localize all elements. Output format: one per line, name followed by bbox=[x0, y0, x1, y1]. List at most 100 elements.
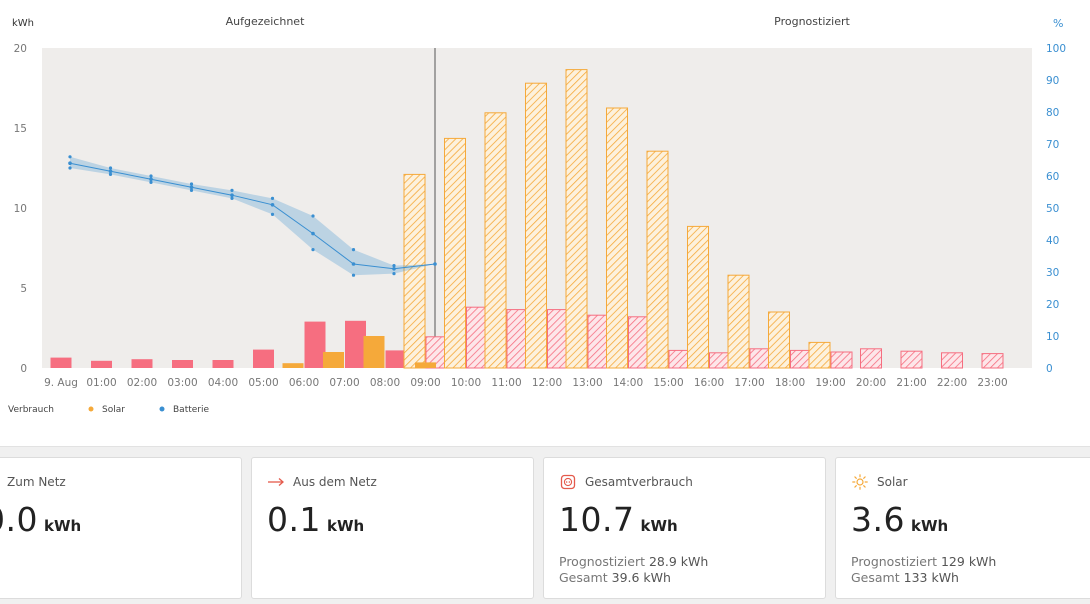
y2-tick-label: 30 bbox=[1046, 267, 1059, 279]
card-from-grid: Aus dem Netz 0.1 kWh bbox=[251, 457, 534, 599]
bar-solar-forecast bbox=[403, 173, 426, 369]
forecast-label: Prognostiziert bbox=[559, 554, 645, 569]
x-tick-label: 12:00 bbox=[532, 377, 562, 389]
x-tick-label: 20:00 bbox=[856, 377, 886, 389]
bar-consumption-forecast bbox=[860, 348, 882, 369]
bar-solar-forecast bbox=[444, 137, 466, 369]
battery-point bbox=[68, 161, 72, 165]
bar-consumption bbox=[253, 349, 274, 368]
bar-consumption bbox=[131, 359, 153, 368]
bar-series bbox=[50, 69, 1004, 369]
battery-point bbox=[230, 193, 234, 197]
card-header: Zum Netz bbox=[7, 475, 66, 489]
legend-swatch bbox=[88, 406, 94, 412]
x-tick-label: 13:00 bbox=[572, 377, 602, 389]
energy-chart: kWh % Aufgezeichnet Prognostiziert 0 5 10 1… bbox=[8, 15, 1066, 415]
x-tick-label: 23:00 bbox=[977, 377, 1007, 389]
bar-consumption-forecast bbox=[466, 306, 488, 369]
y2-tick-label: 70 bbox=[1046, 139, 1059, 151]
x-tick-label: 14:00 bbox=[613, 377, 643, 389]
bar-solar-forecast bbox=[484, 112, 507, 369]
battery-range-band bbox=[70, 156, 435, 276]
bar-consumption bbox=[91, 360, 112, 368]
bar-consumption-forecast bbox=[830, 351, 853, 369]
x-tick-label: 05:00 bbox=[248, 377, 278, 389]
x-tick-label: 19:00 bbox=[815, 377, 845, 389]
y-tick-label: 10 bbox=[14, 203, 27, 215]
battery-band-point bbox=[392, 272, 396, 276]
y-tick-label: 0 bbox=[20, 363, 27, 375]
left-axis: 0 5 10 15 20 bbox=[14, 43, 27, 375]
legend: Verbrauch Solar Batterie bbox=[8, 405, 209, 415]
section-recorded-label: Aufgezeichnet bbox=[226, 15, 305, 28]
right-axis: 0 10 20 30 40 50 60 70 80 90 100 bbox=[1046, 43, 1066, 375]
bar-consumption bbox=[304, 321, 326, 368]
y2-tick-label: 50 bbox=[1046, 203, 1059, 215]
total-value: 133 kWh bbox=[903, 570, 959, 585]
legend-swatch bbox=[159, 406, 165, 412]
battery-band-point bbox=[351, 273, 356, 277]
battery-band-point bbox=[108, 166, 113, 170]
total-line: Gesamt 133 kWh bbox=[851, 570, 959, 585]
bar-consumption-forecast bbox=[506, 309, 529, 369]
battery-band-point bbox=[392, 264, 396, 268]
battery-point bbox=[392, 267, 396, 271]
x-tick-label: 06:00 bbox=[289, 377, 319, 389]
value-unit: kWh bbox=[910, 517, 949, 535]
x-tick-label: 07:00 bbox=[329, 377, 359, 389]
card-to-grid: Zum Netz 0.0 kWh bbox=[0, 457, 242, 599]
x-tick-label: 15:00 bbox=[653, 377, 683, 389]
total-label: Gesamt bbox=[559, 570, 608, 585]
bar-solar-forecast bbox=[646, 150, 669, 369]
card-header: Aus dem Netz bbox=[267, 475, 377, 489]
x-tick-label: 21:00 bbox=[896, 377, 926, 389]
battery-point bbox=[433, 262, 437, 266]
x-tick-label: 10:00 bbox=[451, 377, 481, 389]
bar-consumption bbox=[172, 360, 193, 368]
battery-band-point bbox=[270, 212, 275, 216]
sun-icon bbox=[851, 474, 869, 490]
x-tick-label: 01:00 bbox=[86, 377, 116, 389]
bar-solar-forecast bbox=[525, 82, 547, 369]
y-tick-label: 5 bbox=[20, 283, 27, 295]
bar-solar bbox=[282, 363, 304, 368]
chart-svg: kWh % Aufgezeichnet Prognostiziert 0 5 10 1… bbox=[8, 15, 1066, 415]
forecast-label: Prognostiziert bbox=[851, 554, 937, 569]
battery-point bbox=[351, 262, 356, 266]
y2-tick-label: 0 bbox=[1046, 363, 1053, 375]
card-solar: Solar 3.6 kWh Prognostiziert 129 kWh Gesa… bbox=[835, 457, 1090, 599]
value-unit: kWh bbox=[640, 517, 678, 535]
card-value: 0.0 kWh bbox=[0, 500, 81, 539]
bar-solar-forecast bbox=[687, 225, 709, 369]
socket-icon bbox=[559, 474, 577, 490]
x-axis: 9. Aug 01:00 02:00 03:00 04:00 05:00 06:00 07:0… bbox=[44, 377, 1008, 389]
bar-consumption bbox=[50, 357, 72, 368]
battery-band-point bbox=[311, 248, 315, 252]
card-value: 10.7 kWh bbox=[559, 500, 678, 539]
right-axis-unit: % bbox=[1053, 17, 1063, 30]
x-tick-label: 11:00 bbox=[491, 377, 521, 389]
total-value: 39.6 kWh bbox=[611, 570, 671, 585]
bar-solar-forecast bbox=[808, 341, 831, 369]
forecast-value: 28.9 kWh bbox=[648, 554, 709, 569]
battery-band-point bbox=[230, 196, 234, 200]
battery-band-point bbox=[230, 188, 234, 192]
total-label: Gesamt bbox=[851, 570, 900, 585]
bar-consumption-forecast bbox=[941, 352, 963, 369]
value-number: 3.6 bbox=[851, 500, 905, 539]
battery-band-point bbox=[189, 182, 194, 186]
forecast-line: Prognostiziert 129 kWh bbox=[851, 554, 996, 569]
value-number: 0.0 bbox=[0, 500, 38, 539]
bar-consumption bbox=[345, 320, 366, 368]
bar-solar-forecast bbox=[727, 274, 750, 369]
battery-line bbox=[69, 162, 436, 270]
battery-band-point bbox=[149, 180, 153, 184]
bar-solar bbox=[323, 352, 344, 368]
y-tick-label: 15 bbox=[14, 123, 27, 135]
bar-consumption-forecast bbox=[668, 349, 691, 369]
bar-solar-forecast bbox=[565, 69, 588, 369]
legend-item-label: Verbrauch bbox=[8, 405, 54, 415]
battery-band-point bbox=[311, 214, 315, 218]
card-header: Gesamtverbrauch bbox=[559, 474, 693, 490]
battery-band-point bbox=[68, 166, 72, 170]
